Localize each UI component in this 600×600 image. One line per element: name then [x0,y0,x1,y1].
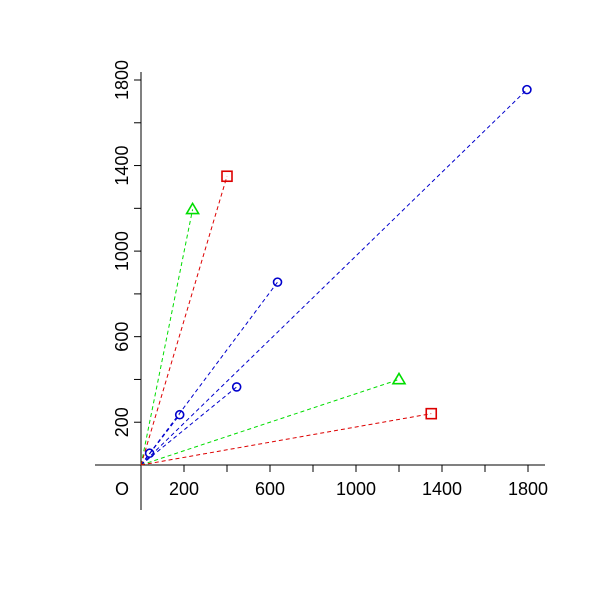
y-tick-label: 1000 [112,231,132,271]
triangle-point [185,201,200,215]
series-1-line-1 [140,378,400,466]
x-ticks: 200 600 1000 1400 1800 [169,465,548,499]
series-2-line-1 [140,413,432,466]
axes: 200 600 1000 1400 1800 200 600 1000 1400 1800 O [95,60,548,510]
triangle-point [391,371,407,385]
series-1-line-0 [140,209,194,466]
x-tick-label: 200 [169,479,199,499]
circle-point [144,448,155,459]
circle-point [174,409,185,420]
x-tick-label: 600 [255,479,285,499]
series-markers [144,84,532,459]
y-tick-label: 200 [112,407,132,437]
series-0-line-2 [140,386,237,466]
series-0-line-3 [140,281,278,466]
origin-label: O [115,479,129,499]
circle-point [231,382,242,392]
x-tick-label: 1400 [422,479,462,499]
series-0-line-4 [140,89,528,466]
x-tick-label: 1800 [508,479,548,499]
y-ticks: 200 600 1000 1400 1800 [112,60,141,437]
series-2-line-0 [140,176,228,466]
x-tick-label: 1000 [336,479,376,499]
y-tick-label: 600 [112,322,132,352]
square-point [425,407,438,420]
circle-point [522,84,532,95]
square-point [221,170,233,183]
series-lines [140,89,528,466]
circle-point [272,277,283,287]
y-tick-label: 1400 [112,146,132,186]
y-tick-label: 1800 [112,60,132,100]
